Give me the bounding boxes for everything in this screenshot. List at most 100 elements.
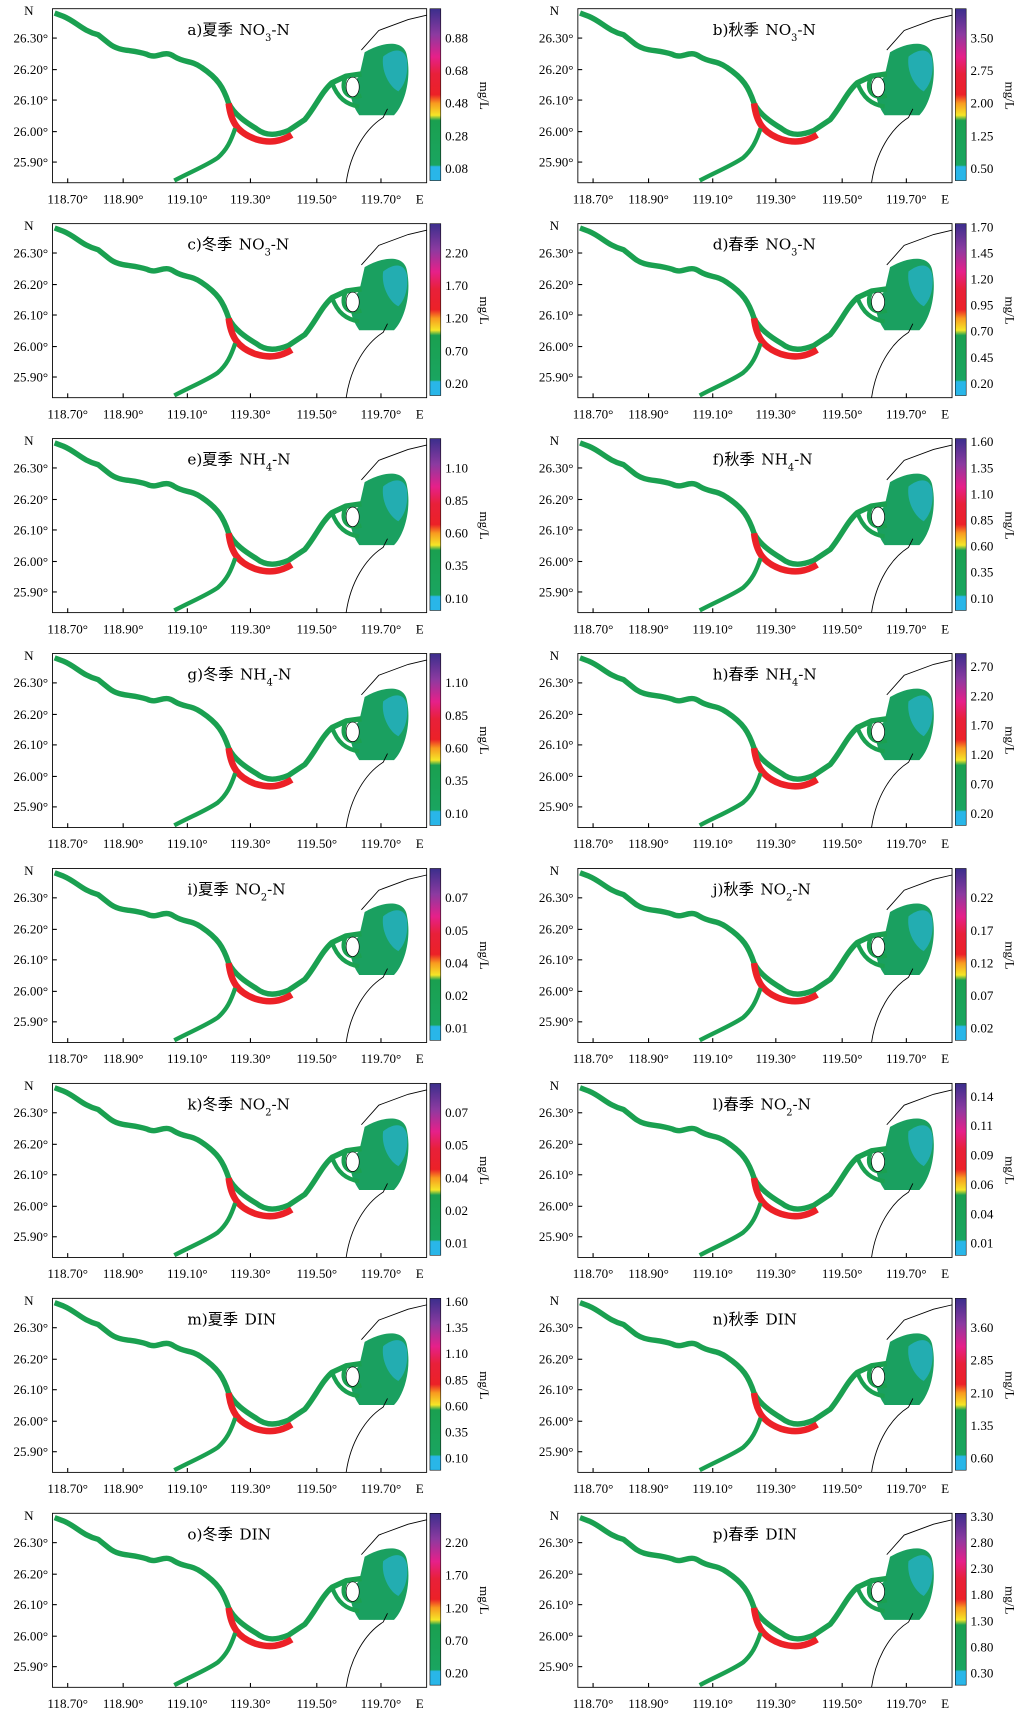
east-label: E [941, 1266, 949, 1281]
lat-label: 26.10° [14, 1382, 49, 1397]
lon-label: 119.10° [692, 836, 733, 851]
map-panel: NE26.30°26.20°26.10°26.00°25.90°118.70°1… [539, 1508, 1017, 1711]
north-label: N [550, 1293, 560, 1308]
lon-label: 118.70° [573, 1051, 614, 1066]
lat-label: 26.00° [14, 769, 49, 784]
lon-label: 119.50° [822, 1696, 863, 1711]
lat-label: 26.30° [14, 1105, 49, 1120]
panel-label: m)夏季 [187, 1310, 238, 1328]
page: {"lat_labels": ["26.30°", "26.20°", "26.… [0, 0, 1023, 1723]
colorbar [955, 439, 966, 611]
lon-label: 119.30° [230, 191, 271, 206]
lon-label: 118.70° [573, 406, 614, 421]
lat-label: 25.90° [539, 369, 574, 384]
lat-label: 25.90° [539, 584, 574, 599]
lon-label: 119.50° [822, 1481, 863, 1496]
lat-label: 26.30° [14, 245, 49, 260]
colorbar-tick-label: 0.20 [971, 806, 994, 821]
lat-label: 26.10° [539, 737, 574, 752]
lat-label: 25.90° [14, 584, 49, 599]
formula: NO [761, 1096, 787, 1114]
lat-label: 26.30° [14, 675, 49, 690]
lat-label: 26.00° [14, 554, 49, 569]
east-label: E [941, 1696, 949, 1711]
lon-label: 119.50° [296, 621, 337, 636]
colorbar-tick-label: 0.60 [445, 1398, 468, 1413]
lat-label: 26.00° [539, 1199, 574, 1214]
colorbar-tick-label: 3.50 [971, 30, 994, 45]
lon-label: 118.90° [103, 1696, 144, 1711]
lat-label: 26.00° [14, 124, 49, 139]
lat-label: 26.00° [539, 124, 574, 139]
colorbar-tick-label: 0.10 [971, 591, 994, 606]
lat-label: 26.30° [539, 245, 574, 260]
colorbar-tick-label: 1.35 [971, 1418, 994, 1433]
lat-label: 26.20° [539, 1567, 574, 1582]
lon-label: 119.30° [230, 836, 271, 851]
lon-label: 119.30° [756, 621, 797, 636]
unit-label: mg/L [477, 511, 492, 539]
colorbar-tick-label: 0.85 [445, 1372, 468, 1387]
colorbar-tick-label: 0.50 [971, 161, 994, 176]
unit-label: mg/L [477, 297, 492, 325]
map-panel: NE26.30°26.20°26.10°26.00°25.90°118.70°1… [539, 1078, 1017, 1281]
formula-suffix: -N [797, 21, 815, 39]
colorbar-tick-label: 0.85 [971, 513, 994, 528]
figure: N E 26.30° 26.20° 26.10° 26.00° 25.90° 118.70° 1… [0, 0, 1023, 1723]
lat-label: 26.00° [539, 984, 574, 999]
lat-label: 26.10° [14, 307, 49, 322]
colorbar-tick-label: 1.10 [971, 486, 994, 501]
lat-label: 26.10° [539, 1382, 574, 1397]
lat-label: 26.20° [539, 1352, 574, 1367]
east-label: E [416, 1696, 424, 1711]
colorbar [430, 654, 441, 826]
panel-title: m)夏季 DIN [187, 1310, 276, 1328]
formula: NO [760, 881, 786, 899]
unit-label: mg/L [477, 1371, 492, 1399]
colorbar-tick-label: 0.02 [445, 1203, 468, 1218]
lat-label: 26.00° [539, 1414, 574, 1429]
lat-label: 26.10° [14, 522, 49, 537]
lon-label: 118.90° [628, 1696, 669, 1711]
colorbar-tick-label: 1.70 [445, 278, 468, 293]
formula: NO [765, 21, 791, 39]
formula: NH [239, 451, 266, 469]
colorbar-tick-label: 0.01 [445, 1021, 468, 1036]
map-panel: NE26.30°26.20°26.10°26.00°25.90°118.70°1… [14, 3, 492, 206]
formula: DIN [765, 1525, 797, 1543]
formula: DIN [239, 1525, 271, 1543]
colorbar-tick-label: 0.85 [445, 708, 468, 723]
lon-label: 118.90° [103, 191, 144, 206]
east-label: E [941, 406, 949, 421]
lat-label: 26.30° [539, 30, 574, 45]
colorbar-tick-label: 1.25 [971, 128, 994, 143]
panel-label: c)冬季 [187, 236, 232, 254]
lat-label: 26.00° [14, 1414, 49, 1429]
lon-label: 118.90° [628, 1266, 669, 1281]
lon-label: 119.50° [296, 1266, 337, 1281]
north-label: N [550, 1078, 560, 1093]
lat-label: 26.00° [539, 339, 574, 354]
colorbar-tick-label: 0.30 [971, 1666, 994, 1681]
lon-label: 118.90° [628, 621, 669, 636]
colorbar-tick-label: 1.70 [971, 219, 994, 234]
lon-label: 119.50° [296, 836, 337, 851]
formula: DIN [245, 1310, 277, 1328]
map-panel: NE26.30°26.20°26.10°26.00°25.90°118.70°1… [539, 218, 1017, 421]
colorbar-tick-label: 0.80 [971, 1639, 994, 1654]
colorbar [430, 224, 441, 396]
lon-label: 119.10° [167, 1481, 208, 1496]
lat-label: 26.00° [539, 554, 574, 569]
lat-label: 25.90° [539, 1014, 574, 1029]
lon-label: 119.10° [167, 1051, 208, 1066]
lon-label: 119.10° [692, 191, 733, 206]
colorbar-tick-label: 0.60 [971, 539, 994, 554]
colorbar-tick-label: 0.35 [971, 565, 994, 580]
formula-suffix: -N [793, 1096, 811, 1114]
lat-label: 26.20° [14, 1352, 49, 1367]
lon-label: 119.70° [361, 1051, 402, 1066]
north-label: N [24, 863, 34, 878]
lon-label: 119.50° [296, 1696, 337, 1711]
lat-label: 26.20° [539, 1137, 574, 1152]
formula: NH [240, 666, 267, 684]
